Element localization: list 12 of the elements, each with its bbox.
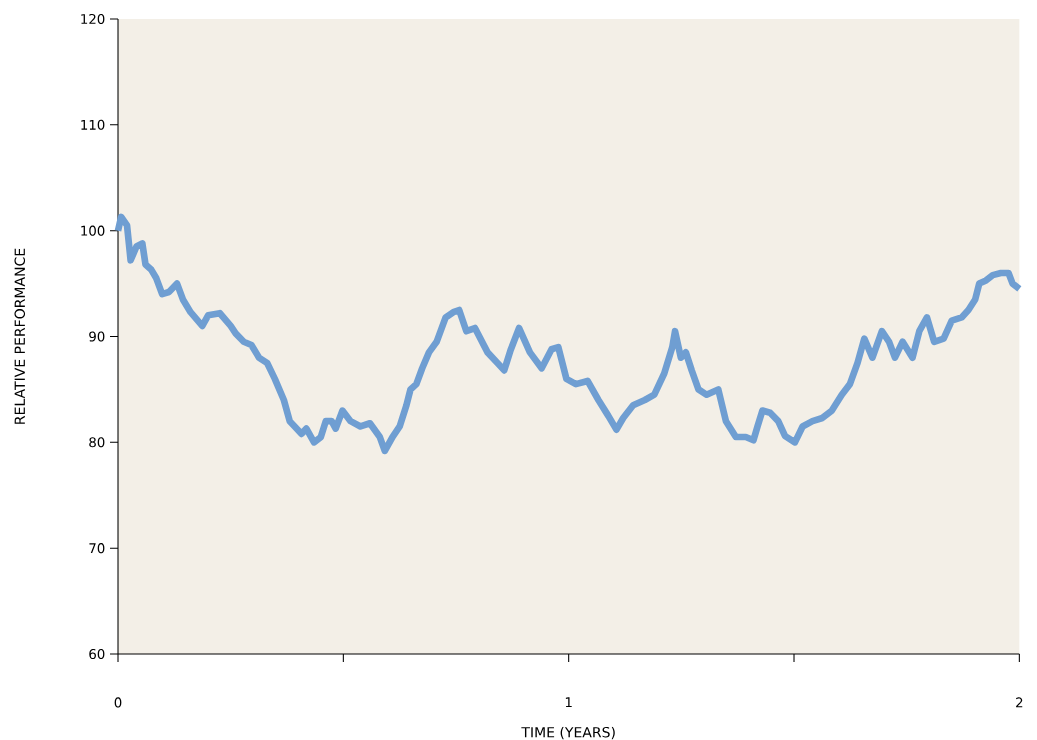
x-tick-label: 2	[1016, 697, 1023, 708]
y-tick-label: 80	[89, 437, 105, 448]
x-axis-title: TIME (YEARS)	[521, 726, 615, 740]
x-tick-label: 1	[565, 697, 572, 708]
x-tick-label: 0	[114, 697, 122, 708]
y-tick-label: 90	[89, 331, 105, 342]
y-tick-label: 70	[89, 543, 105, 554]
y-tick-label: 100	[81, 225, 105, 236]
y-axis-title: RELATIVE PERFORMANCE	[14, 248, 26, 424]
y-tick-label: 120	[81, 13, 105, 25]
y-tick-label: 60	[89, 648, 105, 660]
y-tick-label: 110	[81, 119, 105, 130]
